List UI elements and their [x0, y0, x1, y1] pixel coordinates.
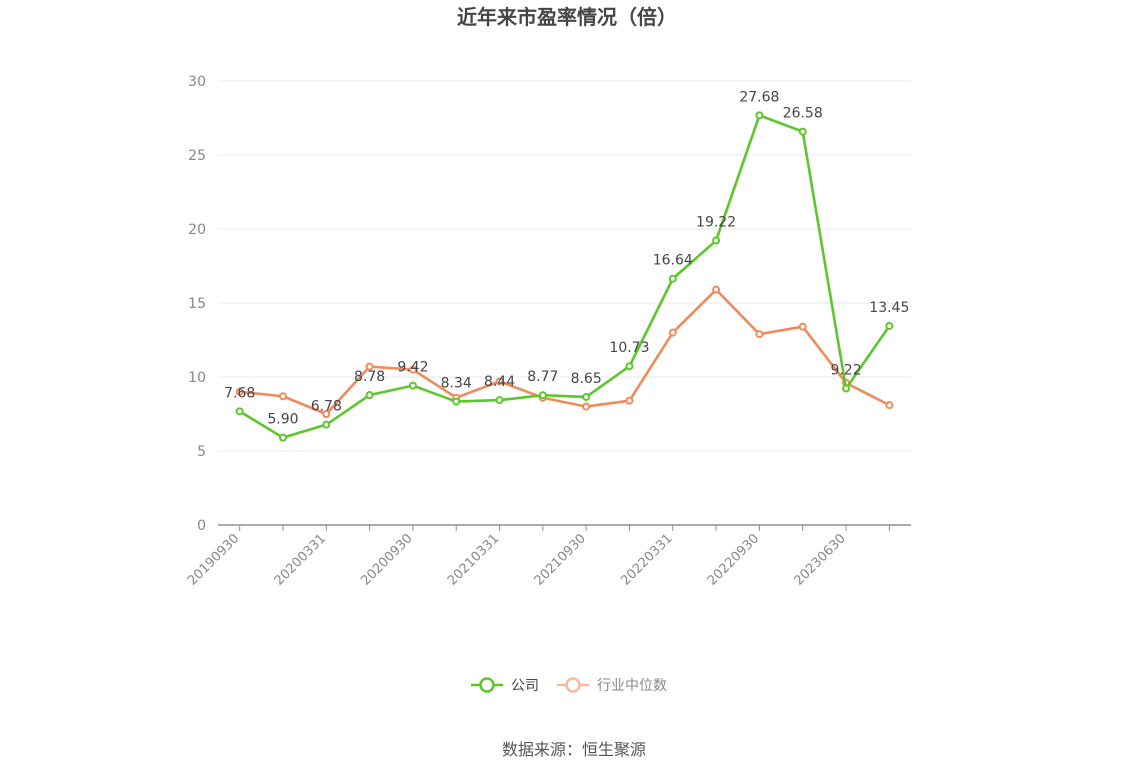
data-point [365, 391, 374, 400]
data-label: 26.58 [783, 106, 823, 122]
x-tick-label: 20190930 [185, 531, 242, 588]
x-axis: 20190930 20200331 20200930 20210331 20210930… [185, 524, 911, 589]
data-point [668, 328, 677, 337]
data-label: 16.64 [653, 253, 693, 269]
data-label: 7.68 [224, 385, 255, 401]
legend[interactable]: 公司 行业中位数 [471, 677, 667, 694]
data-point [885, 401, 894, 410]
data-label: 8.77 [527, 369, 558, 385]
legend-marker-1 [565, 677, 581, 693]
data-point [235, 387, 244, 396]
data-point [885, 321, 894, 330]
data-point [322, 410, 331, 418]
data-point [582, 392, 591, 401]
data-labels: 7.68 5.90 6.78 8.78 9.42 8.34 8.44 8.77 8.65 10.7… [224, 89, 909, 427]
data-label: 19.22 [696, 215, 736, 231]
data-point [495, 396, 504, 405]
series-line-0 [238, 114, 891, 439]
data-label: 9.22 [830, 363, 861, 379]
data-point [538, 391, 547, 400]
legend-label-0: 公司 [511, 678, 539, 694]
y-tick-label: 5 [197, 444, 206, 460]
data-label: 9.42 [397, 360, 428, 376]
data-point [452, 397, 461, 406]
x-tick-label: 20210930 [532, 531, 589, 588]
x-tick-label: 20200930 [358, 531, 415, 588]
data-label: 8.78 [354, 369, 385, 385]
data-point [625, 362, 634, 371]
data-point [842, 384, 851, 393]
x-tick-label: 20200331 [272, 531, 329, 588]
x-tick-label: 20220930 [705, 531, 762, 588]
y-tick-label: 20 [188, 222, 206, 238]
data-label: 27.68 [739, 89, 779, 105]
data-label: 6.78 [311, 399, 342, 415]
data-point [235, 407, 244, 416]
legend-marker-0 [479, 677, 495, 693]
data-label: 10.73 [609, 340, 649, 356]
data-point [495, 377, 504, 386]
y-tick-label: 10 [188, 370, 206, 386]
legend-label-1: 行业中位数 [597, 678, 667, 694]
x-tick-label: 20230630 [791, 531, 848, 588]
y-tick-label: 30 [188, 74, 206, 90]
data-point [582, 402, 591, 411]
series-lines [235, 111, 894, 442]
data-label: 5.90 [267, 412, 298, 428]
y-tick-label: 25 [188, 148, 206, 164]
data-point [798, 322, 807, 331]
data-point [712, 285, 721, 294]
data-point [408, 365, 417, 374]
y-tick-label: 0 [197, 518, 206, 534]
data-point [278, 392, 287, 401]
data-point [322, 420, 331, 429]
series-line-1 [239, 288, 890, 416]
data-point [712, 236, 721, 245]
x-tick-label: 20210331 [445, 531, 502, 588]
data-point [278, 433, 287, 442]
data-point [365, 362, 374, 371]
data-label: 8.44 [484, 374, 515, 390]
y-axis-ticks: 0 5 10 15 20 25 30 [188, 74, 206, 534]
data-point [755, 111, 764, 120]
grid-lines [218, 80, 911, 452]
chart-title: 近年来市盈率情况（倍） [457, 5, 677, 29]
x-tick-label: 20220331 [618, 531, 675, 588]
data-label: 8.65 [571, 371, 602, 387]
y-tick-label: 15 [188, 296, 206, 312]
data-point [625, 396, 634, 405]
data-point [408, 381, 417, 390]
data-label: 13.45 [869, 300, 909, 316]
data-label: 8.34 [441, 376, 472, 392]
data-point [798, 127, 807, 136]
data-point [755, 330, 764, 339]
source-note: 数据来源：恒生聚源 [502, 740, 646, 759]
data-point [668, 274, 677, 283]
